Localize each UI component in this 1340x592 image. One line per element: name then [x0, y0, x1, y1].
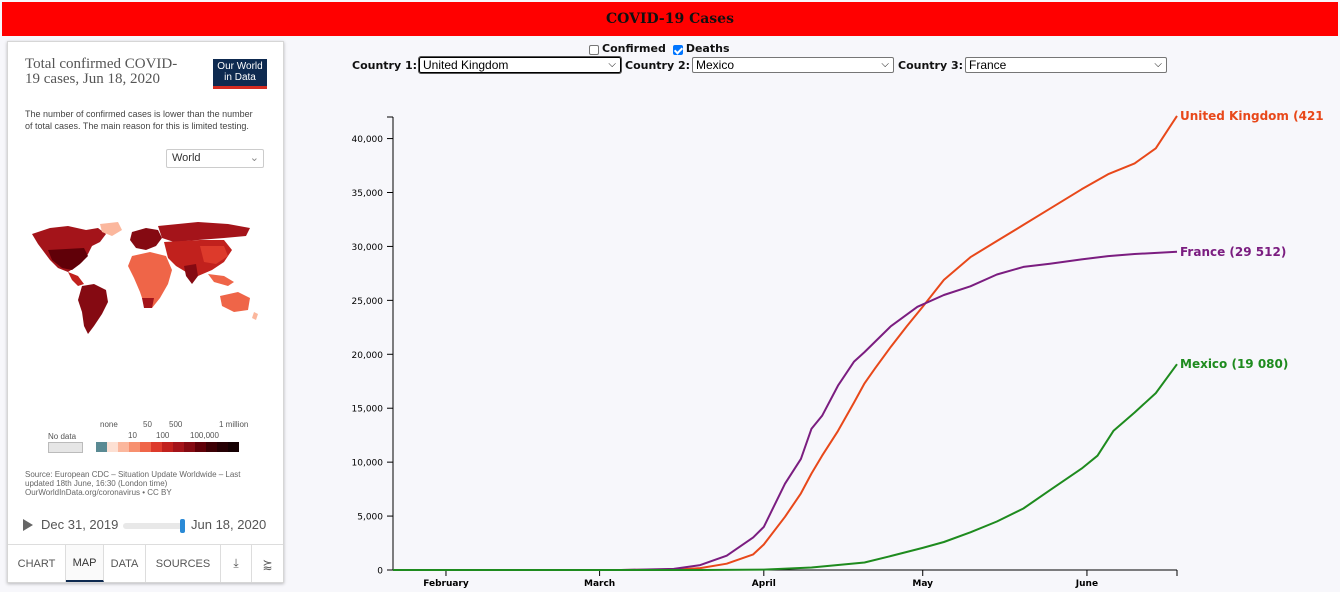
y-tick-label: 30,000	[352, 243, 384, 253]
legend-bin	[184, 442, 195, 452]
legend-label-100000: 100,000	[190, 431, 219, 440]
country1-label: Country 1:	[352, 59, 418, 72]
x-tick-label: February	[423, 579, 469, 589]
map-africa	[128, 252, 172, 308]
legend-bin	[217, 442, 228, 452]
y-tick-label: 0	[377, 567, 383, 577]
legend-bin	[96, 442, 107, 452]
map-new-zealand	[252, 312, 258, 320]
series-line-mexico	[393, 363, 1178, 571]
legend-label-100: 100	[156, 431, 170, 440]
country2-select-value: Mexico	[696, 58, 735, 72]
legend-bin	[228, 442, 239, 452]
deaths-checkbox-label: Deaths	[685, 42, 730, 55]
country3-select[interactable]: France ⌵	[965, 57, 1167, 73]
chevron-down-icon: ⌵	[608, 59, 616, 70]
y-tick-label: 25,000	[352, 297, 384, 307]
legend-no-data-label: No data	[48, 432, 77, 441]
x-tick-label: May	[912, 579, 933, 589]
map-usa	[48, 248, 88, 270]
owid-chart-subtitle: The number of confirmed cases is lower t…	[25, 109, 253, 131]
legend-label-1-million: 1 million	[219, 420, 249, 429]
legend-bin	[195, 442, 206, 452]
legend-label-50: 50	[143, 420, 152, 429]
world-map[interactable]	[28, 222, 260, 342]
series-line-united-kingdom	[393, 115, 1178, 571]
confirmed-checkbox-label: Confirmed	[602, 42, 666, 55]
owid-source-note: Source: European CDC – Situation Update …	[25, 470, 241, 497]
timeline: Dec 31, 2019 Jun 18, 2020	[23, 516, 273, 536]
country1-select[interactable]: United Kingdom ⌵	[418, 56, 622, 74]
page-title: COVID-19 Cases	[606, 11, 734, 27]
tab-map[interactable]: MAP	[66, 545, 104, 582]
series-end-label: France (29 512)	[1180, 245, 1286, 259]
owid-chart-title: Total confirmed COVID-19 cases, Jun 18, …	[25, 56, 178, 87]
confirmed-checkbox[interactable]	[589, 44, 599, 55]
metric-toggles: Confirmed Deaths	[589, 42, 730, 55]
region-select[interactable]: World ⌄	[166, 149, 264, 168]
timeline-slider-handle[interactable]	[180, 519, 185, 533]
country2-select[interactable]: Mexico ⌵	[692, 57, 894, 73]
timeline-slider[interactable]	[123, 523, 185, 529]
tab-chart[interactable]: CHART	[8, 545, 66, 582]
chevron-down-icon: ⌵	[881, 59, 889, 70]
chevron-down-icon: ⌵	[1154, 59, 1162, 70]
chevron-down-icon: ⌄	[249, 152, 259, 164]
download-icon[interactable]: ⤓	[221, 545, 252, 582]
map-russia	[158, 222, 250, 242]
country1-select-value: United Kingdom	[423, 58, 509, 72]
legend-bin	[129, 442, 140, 452]
map-legend: No data none 10 50 100 500 100,000 1 mil…	[48, 420, 268, 460]
map-europe	[130, 228, 162, 250]
legend-no-data-swatch	[48, 442, 83, 453]
map-greenland	[100, 222, 122, 236]
y-tick-label: 40,000	[352, 135, 384, 145]
series-end-label: Mexico (19 080)	[1180, 357, 1288, 371]
x-tick-label: June	[1075, 579, 1098, 589]
country2-label: Country 2:	[625, 59, 691, 72]
legend-bin	[107, 442, 118, 452]
map-china	[200, 246, 228, 264]
legend-bin	[118, 442, 129, 452]
country3-label: Country 3:	[898, 59, 964, 72]
map-australia	[220, 292, 250, 312]
map-central-america	[68, 272, 84, 286]
y-tick-label: 10,000	[352, 459, 384, 469]
legend-label-10: 10	[128, 431, 137, 440]
legend-bin	[162, 442, 173, 452]
legend-label-none: none	[100, 420, 118, 429]
tab-data[interactable]: DATA	[104, 545, 146, 582]
page-header: COVID-19 Cases	[2, 2, 1338, 36]
y-tick-label: 5,000	[357, 513, 383, 523]
share-icon[interactable]: ⪸	[262, 556, 273, 571]
map-south-america	[78, 284, 108, 334]
y-tick-label: 20,000	[352, 351, 384, 361]
series-end-label: United Kingdom (421	[1180, 109, 1324, 123]
deaths-checkbox[interactable]	[672, 44, 683, 55]
legend-label-500: 500	[169, 420, 183, 429]
y-tick-label: 15,000	[352, 405, 384, 415]
legend-bin	[173, 442, 184, 452]
tab-sources[interactable]: SOURCES	[146, 545, 221, 582]
owid-embed-panel: Total confirmed COVID-19 cases, Jun 18, …	[7, 41, 284, 583]
series-line-france	[393, 250, 1178, 571]
map-se-asia	[208, 274, 234, 286]
play-icon[interactable]	[23, 519, 33, 531]
x-tick-label: April	[752, 579, 776, 589]
y-tick-label: 35,000	[352, 189, 384, 199]
legend-bin	[151, 442, 162, 452]
owid-tab-bar: CHART MAP DATA SOURCES ⤓ ⪸	[8, 544, 283, 582]
legend-bin	[206, 442, 217, 452]
owid-logo[interactable]: Our World in Data	[213, 59, 267, 89]
map-india	[184, 264, 198, 284]
timeline-start-date: Dec 31, 2019	[41, 517, 119, 532]
legend-bin	[140, 442, 151, 452]
region-select-value: World	[172, 152, 201, 164]
legend-color-bins	[96, 442, 239, 452]
x-tick-label: March	[584, 579, 615, 589]
map-south-africa	[142, 298, 154, 308]
timeline-end-date: Jun 18, 2020	[191, 517, 267, 532]
country3-select-value: France	[969, 58, 1007, 72]
